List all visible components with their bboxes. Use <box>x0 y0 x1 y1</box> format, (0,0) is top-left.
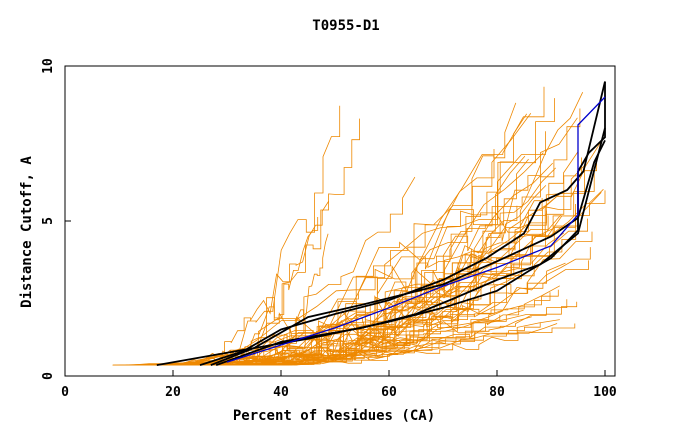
model-series-line <box>159 200 330 366</box>
model-series-line <box>177 98 555 366</box>
x-tick-label: 60 <box>381 385 397 400</box>
highlight-blue-series-line <box>226 96 606 363</box>
y-tick-label: 5 <box>41 217 56 225</box>
model-series-line <box>264 157 582 366</box>
model-series-line <box>245 205 518 366</box>
x-tick-label: 0 <box>61 385 69 400</box>
model-series-line <box>267 247 591 366</box>
model-series-line <box>235 113 528 366</box>
y-tick-label: 0 <box>41 372 56 380</box>
highlight-series-layer <box>156 81 606 366</box>
chart-title: T0955-D1 <box>312 18 379 34</box>
highlight-black-series-line <box>199 81 606 366</box>
highlight-black-series-line <box>156 81 606 366</box>
x-tick-label: 40 <box>273 385 289 400</box>
y-axis-label: Distance Cutoff, A <box>19 156 35 308</box>
highlight-black-series-line <box>210 139 606 366</box>
highlight-black-series-line <box>215 127 606 366</box>
x-tick-label: 100 <box>593 385 617 400</box>
x-tick-label: 20 <box>165 385 181 400</box>
model-series-line <box>258 92 584 366</box>
model-series-line <box>189 105 341 366</box>
x-tick-label: 80 <box>489 385 505 400</box>
model-series-line <box>180 167 556 366</box>
model-series-line <box>113 131 546 366</box>
model-series-line <box>202 231 593 366</box>
background-series-layer <box>112 86 606 366</box>
x-axis-label: Percent of Residues (CA) <box>233 408 435 424</box>
ticks-layer: 0 20 40 60 80 100 0 5 10 <box>41 58 617 400</box>
y-tick-label: 10 <box>41 58 56 74</box>
model-series-line <box>188 248 472 366</box>
model-series-line <box>132 260 589 366</box>
